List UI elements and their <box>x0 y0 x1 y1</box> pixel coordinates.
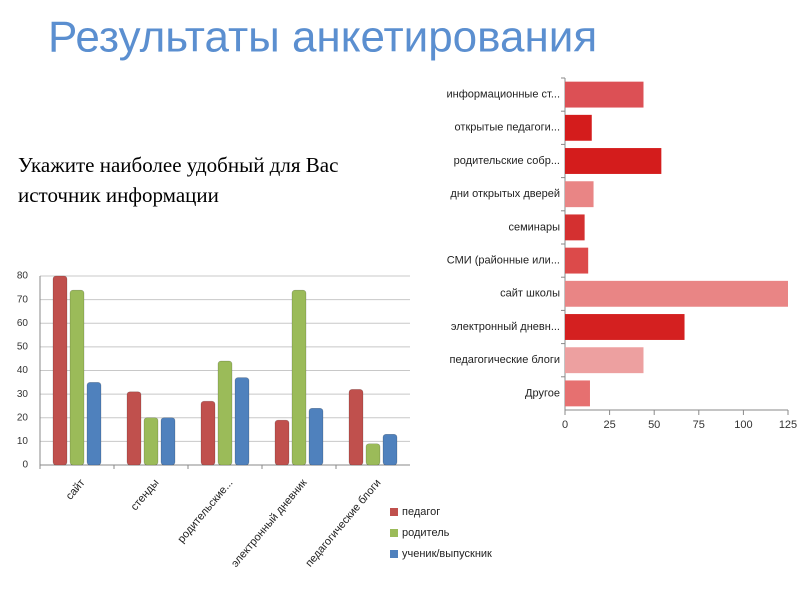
y-tick-label: родительские собр... <box>454 155 560 167</box>
slide-title: Результаты анкетирования <box>48 13 597 62</box>
bar <box>565 280 788 307</box>
x-tick-label: 125 <box>779 419 797 431</box>
x-tick-label: сайт <box>64 477 88 502</box>
y-tick-label: СМИ (районные или... <box>447 255 560 267</box>
bar <box>234 377 250 466</box>
y-tick-label: 40 <box>17 365 29 376</box>
x-tick-label: стенды <box>129 477 162 513</box>
x-tick-label: 25 <box>603 419 615 431</box>
bar <box>565 148 662 174</box>
bar <box>565 347 644 374</box>
x-tick-label: родительские... <box>175 477 235 545</box>
bar <box>382 433 398 466</box>
legend-label: ученик/выпускник <box>402 548 492 560</box>
legend-swatch <box>390 508 398 516</box>
y-tick-label: 50 <box>17 342 29 353</box>
bar <box>565 314 685 340</box>
bar <box>160 417 176 466</box>
x-tick-label: педагогические блоги <box>303 477 383 569</box>
x-tick-label: 0 <box>562 419 568 431</box>
y-tick-label: 20 <box>17 412 29 423</box>
y-tick-label: семинары <box>508 221 560 233</box>
bar <box>348 389 364 466</box>
x-tick-label: 50 <box>648 419 660 431</box>
bar <box>365 443 381 466</box>
y-tick-label: педагогические блоги <box>449 354 560 366</box>
bar <box>565 214 585 241</box>
bar <box>565 114 592 141</box>
y-tick-label: 60 <box>17 318 29 329</box>
y-tick-label: сайт школы <box>500 288 560 300</box>
legend-swatch <box>390 529 398 537</box>
bar <box>565 181 594 208</box>
y-tick-label: Другое <box>525 387 560 399</box>
bar <box>143 417 159 466</box>
y-tick-label: дни открытых дверей <box>450 188 560 200</box>
bar <box>565 81 644 108</box>
bar <box>274 419 290 466</box>
y-tick-label: информационные ст... <box>447 89 560 101</box>
bar <box>86 382 102 466</box>
y-tick-label: открытые педагоги... <box>455 122 560 134</box>
bar <box>565 380 590 407</box>
legend-swatch <box>390 550 398 558</box>
bar <box>565 247 589 274</box>
bar <box>217 360 233 466</box>
x-tick-label: электронный дневник <box>229 477 310 570</box>
x-tick-label: 75 <box>693 419 705 431</box>
bar <box>52 275 68 466</box>
x-tick-label: 100 <box>734 419 752 431</box>
bar <box>291 289 307 466</box>
y-tick-label: 0 <box>22 460 28 471</box>
bar <box>69 289 85 466</box>
y-tick-label: 80 <box>17 271 29 282</box>
legend-label: педагог <box>402 506 440 518</box>
y-tick-label: 30 <box>17 389 29 400</box>
bar <box>308 407 324 466</box>
y-tick-label: 10 <box>17 436 29 447</box>
y-tick-label: электронный дневн... <box>451 321 560 333</box>
legend-label: родитель <box>402 527 450 539</box>
bar <box>126 391 142 466</box>
y-tick-label: 70 <box>17 294 29 305</box>
question: Укажите наиболее удобный для Вас источни… <box>18 153 339 207</box>
bar <box>200 400 216 466</box>
